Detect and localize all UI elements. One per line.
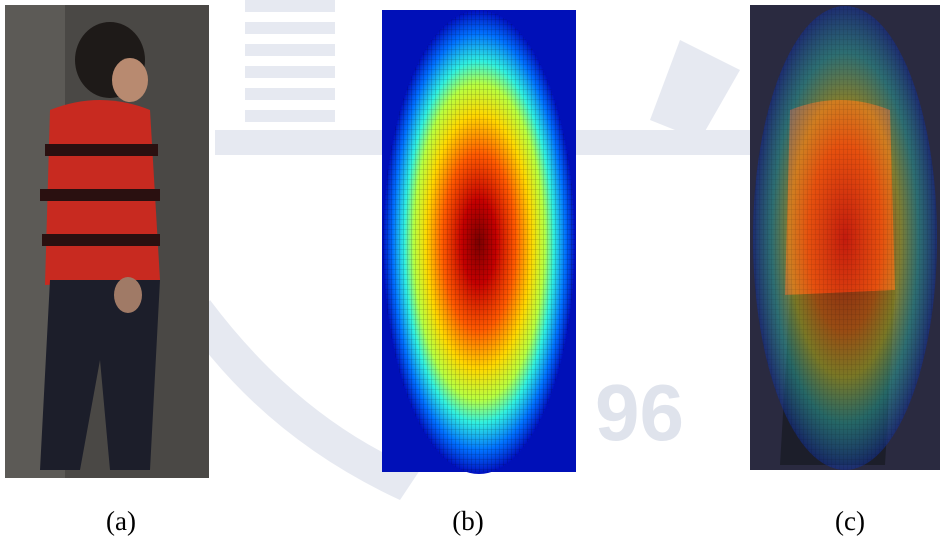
wm-stripe xyxy=(245,22,335,34)
wm-stripe xyxy=(245,110,335,122)
panel-label: (b) xyxy=(452,506,483,536)
wm-stripe xyxy=(245,0,335,12)
figure: 96 (a) (b) (c) xyxy=(0,0,942,540)
panel-label: (a) xyxy=(106,506,136,536)
panel-label: (c) xyxy=(835,506,865,536)
wm-stripe xyxy=(245,44,335,56)
wm-shape xyxy=(650,40,740,140)
panel-c-overlay xyxy=(750,5,940,470)
panel-b-heatmap xyxy=(382,10,576,474)
panel-a-image xyxy=(5,5,209,478)
wm-stripe xyxy=(245,88,335,100)
face xyxy=(112,58,148,102)
watermark-text: 96 xyxy=(595,368,684,457)
wm-stripe xyxy=(245,66,335,78)
hand xyxy=(114,277,142,313)
heatmap-grid xyxy=(382,10,576,472)
